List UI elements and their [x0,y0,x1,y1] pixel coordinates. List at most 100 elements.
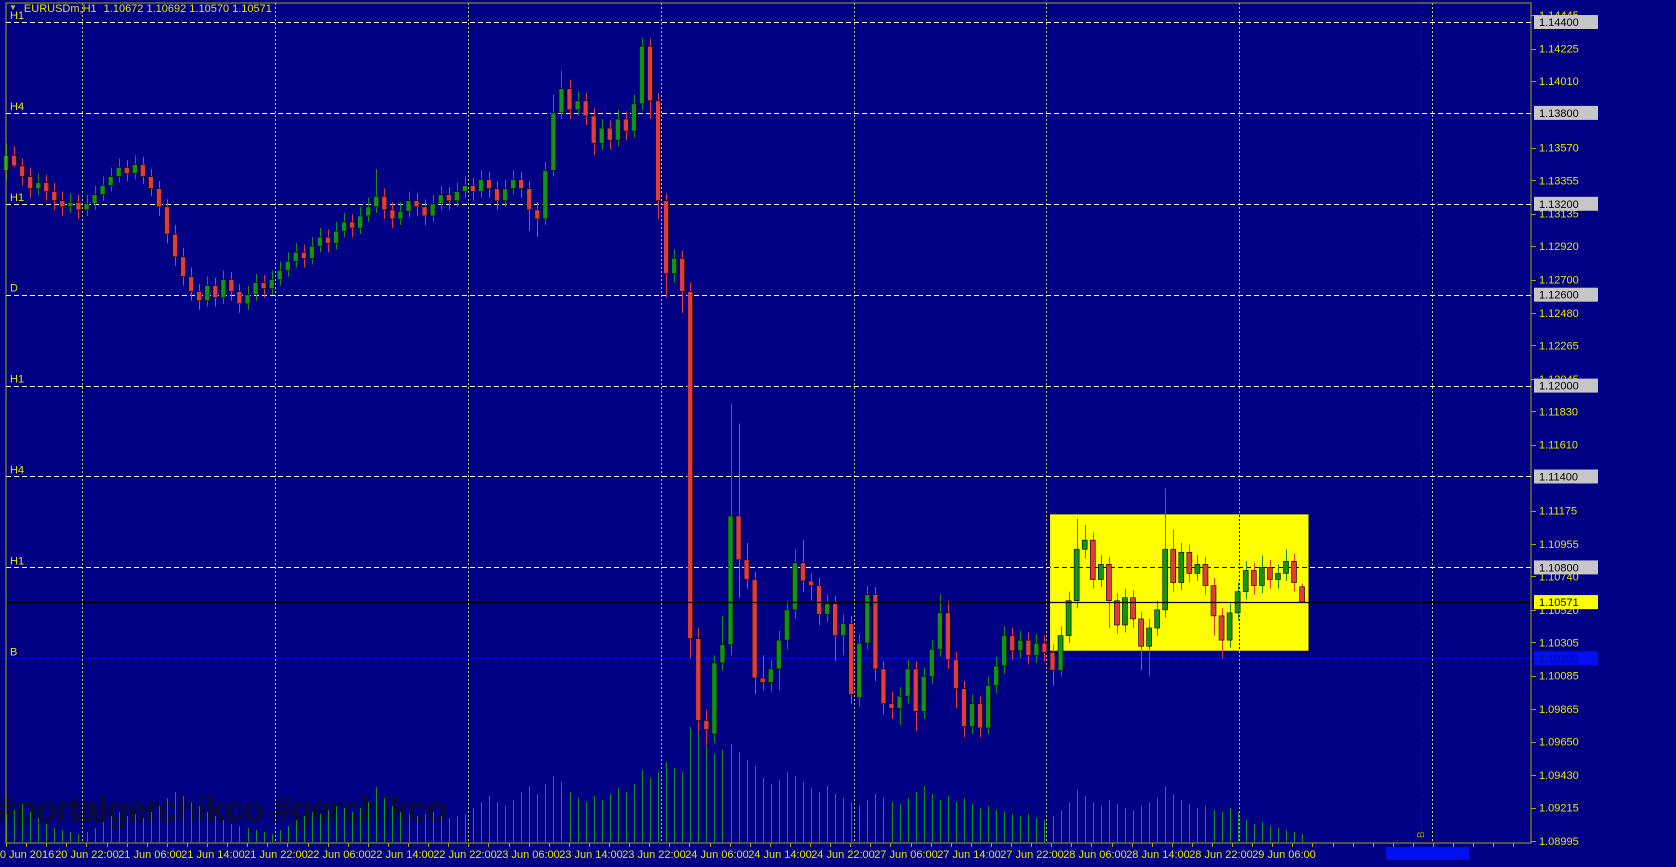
candle-body [325,236,331,244]
time-label: 28 Jun 14:00 [1126,849,1190,861]
candle-body [1218,615,1225,641]
candle-body [510,179,516,189]
candle-body [518,179,525,189]
candle-body [1114,600,1120,626]
price-tick-label: 1.10740 [1539,571,1579,583]
candle-body [164,206,170,235]
candle-body [824,603,830,615]
candle-body [188,276,194,292]
time-label: 23 Jun 06:00 [496,849,560,861]
candle-body [1259,567,1265,586]
candle-body [1178,551,1185,583]
candle-body [397,211,404,220]
ohlc-readout: 1.10672 1.10692 1.10570 1.10571 [103,3,272,15]
candle-body [904,668,911,697]
price-tick-label: 1.09215 [1539,803,1579,815]
time-label: 24 Jun 06:00 [685,849,749,861]
candle-body [11,155,17,167]
price-tick-label: 1.12700 [1539,275,1579,287]
candle-body [1001,635,1008,667]
time-label: 27 Jun 06:00 [874,849,938,861]
candle-body [301,251,307,259]
candle-body [808,580,814,586]
level-price-label: 1.13200 [1539,199,1579,211]
level-lines [6,22,1531,568]
candle-body [156,188,162,208]
candle-body [140,164,146,177]
candle-body [196,291,202,302]
price-tick-label: 1.12480 [1539,308,1579,320]
candle-body [148,176,154,189]
level-price-box [1534,15,1598,29]
candle-body [550,112,557,171]
candle-body [1081,539,1088,550]
candle-body [1089,539,1096,580]
candle-body [1025,639,1032,656]
price-tick-label: 1.11610 [1539,440,1578,452]
time-label: 24 Jun 22:00 [811,849,875,861]
time-label: 21 Jun 22:00 [244,849,308,861]
time-label: 27 Jun 22:00 [1000,849,1064,861]
candle-body [220,279,227,299]
price-tick-label: 1.09650 [1539,737,1579,749]
candle-body [945,612,951,661]
candle-body [977,703,983,729]
candle-body [180,256,186,277]
time-label: 29 Jun 06:00 [1252,849,1316,861]
time-label: 22 Jun 22:00 [433,849,497,861]
candle-body [928,648,935,677]
candle-body [453,191,460,202]
candle-body [832,603,838,636]
candle-body [743,559,750,580]
time-label: 23 Jun 22:00 [622,849,686,861]
candle-body [236,291,243,305]
candle-body [276,270,283,280]
candle-body [317,236,323,247]
candle-body [993,665,999,686]
level-price-box [1534,287,1598,302]
candle-body [437,194,444,205]
time-label: 22 Jun 06:00 [307,849,371,861]
level-price-box [1534,560,1598,575]
symbol-period-label: EURUSDm,H1 [23,3,97,15]
candle-body [590,115,597,144]
chevron-down-icon[interactable]: ▼ [9,3,17,12]
candle-body [260,282,267,289]
candle-body [647,45,653,102]
candle-body [1267,567,1273,580]
candle-body [727,515,734,645]
candle-body [35,182,42,189]
level-tf-labels: H1 H4 H1 D H1 H4 H1 B [10,10,24,658]
candle-body [365,206,372,217]
candle-body [1073,548,1080,602]
candle-body [462,185,468,192]
candle-body [985,685,991,729]
candle-body [413,200,420,208]
time-label: 20 Jun 22:00 [55,849,119,861]
candle-body [1041,642,1048,653]
candle-body [679,258,686,292]
candle-body [848,623,855,695]
time-label: 24 Jun 14:00 [748,849,812,861]
candle-body [582,100,589,117]
candle-body [212,285,219,299]
candle-body [1017,639,1024,652]
level-price-label: 1.14400 [1539,17,1579,29]
candle-body [429,203,436,217]
candle-body [309,245,315,259]
price-axis[interactable]: 1.144451.142251.140101.135701.133551.131… [1531,10,1598,848]
candle-body [1283,561,1289,574]
candle-body [252,282,259,295]
day-separators [82,3,1433,843]
candle-body [75,201,82,211]
candle-body [1033,642,1040,656]
candle-body [357,215,364,229]
level-price-label: 1.10800 [1539,562,1579,574]
candle-body [606,127,613,141]
vline-name-label: B [1416,831,1427,838]
current-price-box [1534,595,1598,610]
time-label: 21 Jun 06:00 [118,849,182,861]
